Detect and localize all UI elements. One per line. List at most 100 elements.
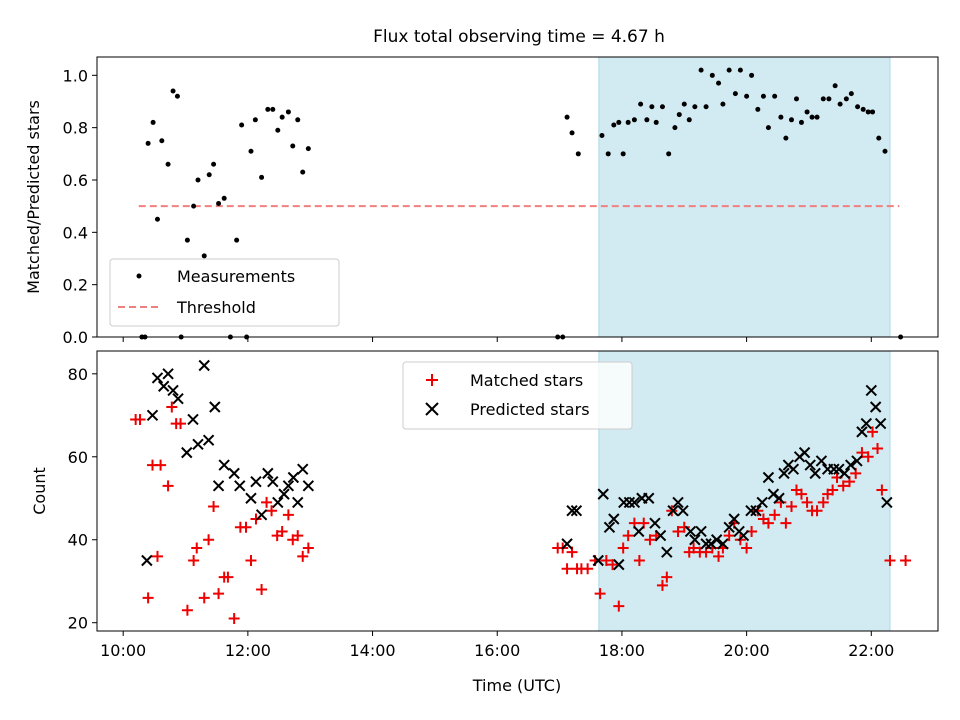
measurement-point: [659, 104, 665, 110]
bottom-y-axis: 20 40 60 80: [68, 365, 97, 633]
bottom-y-label: Count: [30, 467, 49, 515]
measurement-point: [234, 237, 240, 243]
measurement-point: [300, 169, 306, 175]
bottom-shaded-region: [598, 351, 890, 631]
measurement-point: [569, 130, 575, 136]
measurement-point: [248, 148, 254, 154]
measurement-point: [191, 203, 197, 209]
predicted-star-point: [728, 513, 740, 525]
top-y-label: Matched/Predicted stars: [24, 100, 43, 294]
legend-label-predicted: Predicted stars: [470, 400, 590, 419]
predicted-star-point: [787, 463, 800, 475]
predicted-star-point: [689, 534, 701, 546]
matched-star-point: [900, 554, 912, 566]
legend-label-threshold: Threshold: [176, 298, 256, 317]
measurement-point: [826, 96, 832, 102]
predicted-star-point: [865, 384, 878, 397]
predicted-star-point: [815, 455, 828, 467]
measurement-point: [783, 135, 789, 141]
measurement-point: [870, 109, 876, 115]
top-ytick-label: 0.6: [63, 171, 88, 190]
measurement-point: [843, 96, 849, 102]
predicted-star-point: [628, 496, 641, 509]
top-legend-box: [109, 258, 340, 327]
matched-star-point: [162, 480, 174, 492]
matched-star-point: [600, 554, 612, 566]
measurement-point: [279, 114, 285, 120]
predicted-star-point: [643, 492, 655, 504]
bottom-xtick-label: 14:00: [349, 641, 395, 660]
predicted-star-point: [661, 546, 673, 558]
measurement-point: [216, 201, 222, 207]
predicted-star-point: [705, 538, 717, 550]
measurement-point: [270, 106, 276, 112]
measurement-point: [564, 114, 570, 120]
matched-star-point: [876, 484, 888, 496]
predicted-star-point: [737, 529, 750, 542]
matched-star-point: [245, 554, 257, 566]
predicted-star-point: [187, 413, 199, 426]
predicted-star-point: [198, 359, 210, 372]
bottom-xtick-label: 20:00: [724, 641, 770, 660]
matched-star-point: [769, 509, 781, 521]
predicted-star-point: [592, 554, 604, 567]
matched-star-point: [151, 550, 163, 562]
matched-star-point: [302, 542, 314, 554]
legend-label-matched: Matched stars: [470, 371, 583, 390]
measurement-point: [285, 109, 291, 115]
measurement-point: [814, 114, 820, 120]
matched-star-point: [617, 542, 629, 554]
top-x-ticks: [122, 337, 872, 342]
predicted-star-point: [202, 434, 215, 446]
predicted-star-point: [282, 480, 295, 492]
measurement-point: [653, 119, 659, 125]
matched-star-point: [297, 550, 309, 562]
measurement-point: [832, 83, 838, 89]
measurement-point: [860, 106, 866, 112]
predicted-star-point: [828, 463, 840, 475]
predicted-star-point: [649, 517, 661, 529]
matched-star-point: [801, 496, 813, 508]
predicted-star-point: [773, 492, 785, 504]
matched-star-point: [198, 592, 210, 604]
matched-star-point: [188, 554, 200, 566]
matched-star-point: [862, 451, 874, 463]
top-y-axis: 0.0 0.2 0.4 0.6 0.8 1.0: [63, 66, 97, 347]
matched-star-point: [191, 542, 203, 554]
matched-star-point: [633, 554, 645, 566]
matched-star-point: [837, 480, 849, 492]
measurement-point: [616, 119, 622, 125]
matched-star-point: [811, 505, 823, 517]
predicted-star-point: [869, 401, 882, 413]
predicted-star-point: [717, 538, 729, 550]
bottom-ytick-label: 60: [68, 448, 88, 467]
predicted-star-point: [302, 480, 315, 492]
matched-star-point: [166, 401, 178, 413]
predicted-star-point: [677, 504, 689, 517]
predicted-star-point: [874, 417, 887, 430]
predicted-star-point: [218, 459, 230, 471]
matched-star-point: [292, 530, 304, 542]
measurement-point: [239, 122, 245, 128]
measurement-point: [837, 101, 843, 107]
legend-marker-matched: [426, 374, 438, 386]
matched-star-point: [594, 588, 606, 600]
matched-star-point: [644, 534, 656, 546]
predicted-star-point: [278, 488, 290, 500]
predicted-star-point: [723, 521, 735, 534]
predicted-star-point: [172, 392, 184, 405]
measurement-point: [174, 93, 180, 99]
predicted-star-point: [162, 368, 174, 380]
predicted-star-point: [684, 525, 697, 538]
bottom-xtick-label: 12:00: [225, 641, 271, 660]
measurement-point: [575, 151, 581, 157]
measurement-points: [139, 67, 904, 340]
predicted-star-point: [762, 471, 775, 484]
predicted-star-point: [146, 409, 159, 422]
measurement-point: [644, 117, 650, 123]
matched-star-point: [203, 534, 215, 546]
measurement-point: [698, 67, 704, 73]
measurement-point: [666, 151, 672, 157]
measurement-point: [855, 104, 861, 110]
measurement-point: [265, 106, 271, 112]
